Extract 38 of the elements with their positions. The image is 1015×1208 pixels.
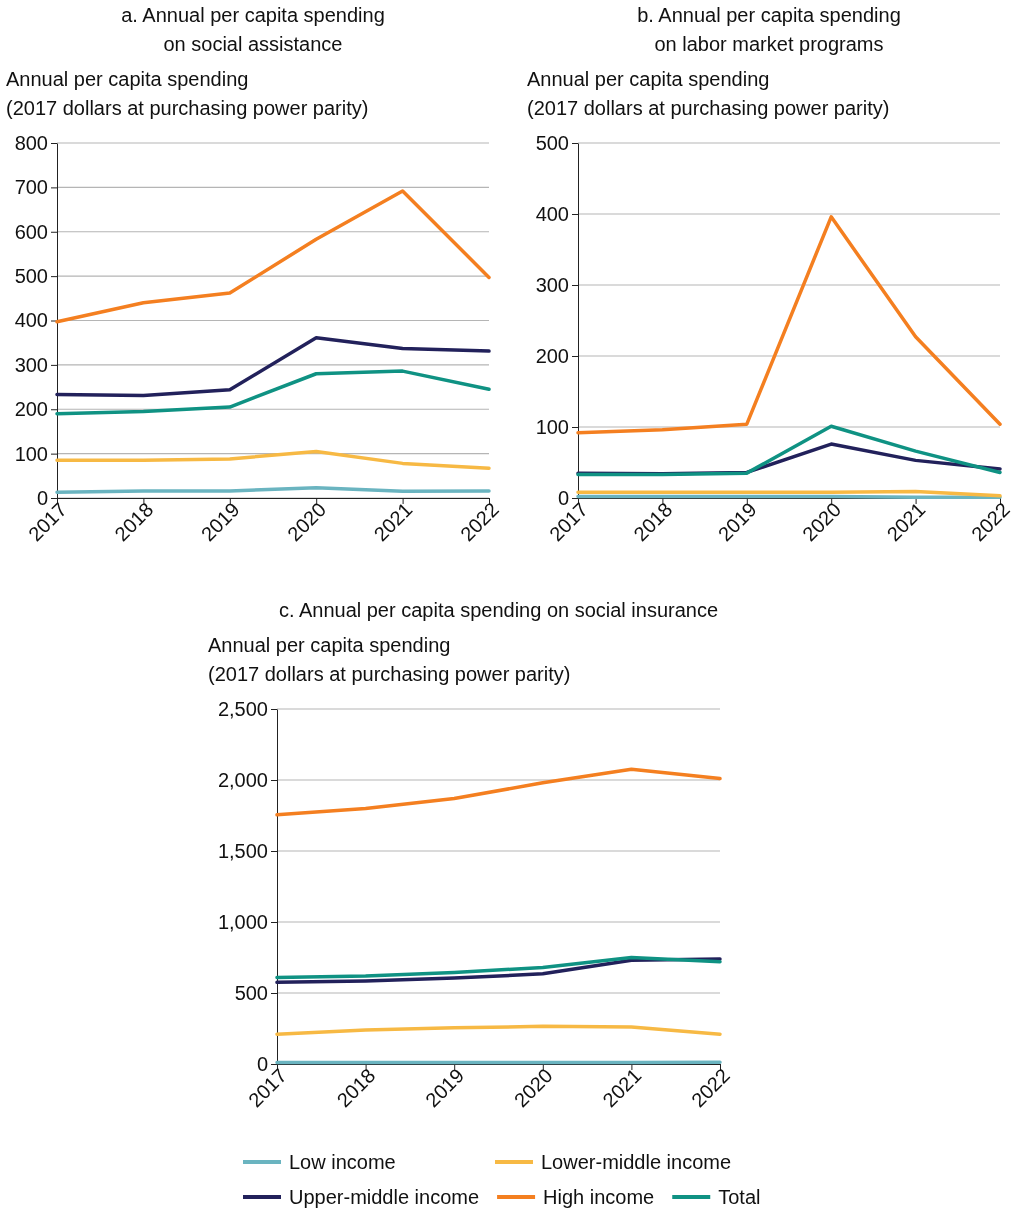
legend-label: Lower-middle income <box>541 1151 732 1173</box>
y-tick-label: 200 <box>535 344 569 367</box>
y-tick-label: 500 <box>535 131 569 154</box>
y-tick-label: 800 <box>14 131 48 154</box>
y-axis-title: Annual per capita spending (2017 dollars at purchasing power parity) <box>6 68 369 119</box>
y-tick-label: 500 <box>14 265 48 288</box>
legend-label: High income <box>543 1186 655 1208</box>
legend-label: Low income <box>289 1151 396 1173</box>
legend-label: Upper-middle income <box>289 1186 480 1208</box>
line-series <box>55 189 491 324</box>
y-tick-label: 700 <box>14 176 48 199</box>
y-tick-label: 200 <box>14 398 48 421</box>
line-series <box>275 767 722 817</box>
y-tick-label: 600 <box>14 220 48 243</box>
chart-title: b. Annual per capita spending on labor market programs <box>637 4 901 55</box>
legend-label: Total <box>718 1186 761 1208</box>
line-series <box>55 369 491 416</box>
chart-title: c. Annual per capita spending on social insurance <box>278 599 719 621</box>
y-axis-title: Annual per capita spending (2017 dollars at purchasing power parity) <box>527 68 890 119</box>
y-tick-label: 2,500 <box>217 697 268 720</box>
line-series <box>275 1024 722 1036</box>
y-tick-label: 400 <box>535 202 569 225</box>
line-series <box>55 449 491 471</box>
line-series <box>576 424 1002 477</box>
y-tick-label: 300 <box>535 273 569 296</box>
line-series <box>576 215 1002 435</box>
y-tick-label: 500 <box>234 981 268 1004</box>
y-tick-label: 100 <box>14 442 48 465</box>
y-tick-label: 100 <box>535 415 569 438</box>
y-tick-label: 1,500 <box>217 839 268 862</box>
chart-title: a. Annual per capita spending on social assistance <box>121 4 385 55</box>
line-series <box>55 336 491 398</box>
y-tick-label: 400 <box>14 309 48 332</box>
y-axis-title: Annual per capita spending (2017 dollars at purchasing power parity) <box>208 634 571 685</box>
line-series <box>275 955 722 980</box>
y-tick-label: 1,000 <box>217 910 268 933</box>
y-tick-label: 2,000 <box>217 768 268 791</box>
y-tick-label: 300 <box>14 353 48 376</box>
